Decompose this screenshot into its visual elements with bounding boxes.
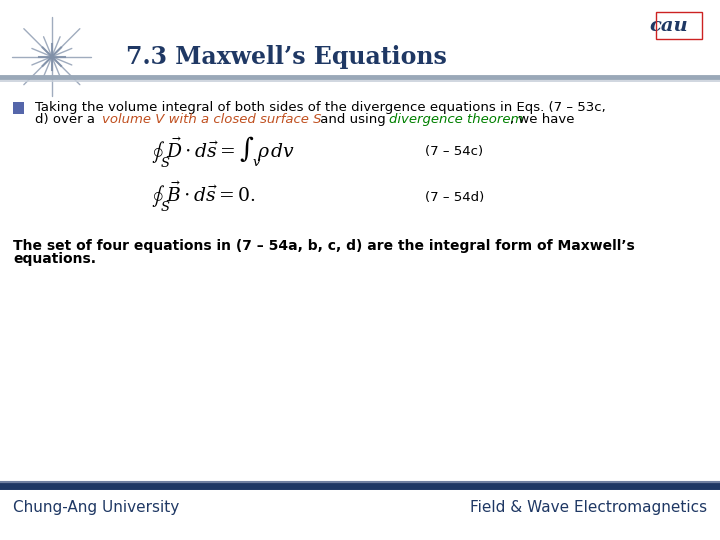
Text: (7 – 54c): (7 – 54c) xyxy=(425,145,483,158)
Text: equations.: equations. xyxy=(13,252,96,266)
Text: Taking the volume integral of both sides of the divergence equations in Eqs. (7 : Taking the volume integral of both sides… xyxy=(35,102,606,114)
Text: $\oint_S \!\vec{D} \cdot d\vec{s} = \int_v \!\rho \, dv$: $\oint_S \!\vec{D} \cdot d\vec{s} = \int… xyxy=(151,134,296,168)
Text: and using: and using xyxy=(316,113,390,126)
Text: 7.3 Maxwell’s Equations: 7.3 Maxwell’s Equations xyxy=(126,45,447,69)
Text: $\oint_S \!\vec{B} \cdot d\vec{s} = 0.$: $\oint_S \!\vec{B} \cdot d\vec{s} = 0.$ xyxy=(151,180,256,214)
Text: The set of four equations in (7 – 54a, b, c, d) are the integral form of Maxwell: The set of four equations in (7 – 54a, b… xyxy=(13,239,635,253)
Text: cau: cau xyxy=(649,17,688,35)
Text: Chung-Ang University: Chung-Ang University xyxy=(13,500,179,515)
Text: (7 – 54d): (7 – 54d) xyxy=(425,191,484,204)
FancyBboxPatch shape xyxy=(13,102,24,114)
Text: volume V with a closed surface S: volume V with a closed surface S xyxy=(102,113,321,126)
Text: divergence theorem: divergence theorem xyxy=(390,113,524,126)
Text: Field & Wave Electromagnetics: Field & Wave Electromagnetics xyxy=(470,500,707,515)
Text: d) over a: d) over a xyxy=(35,113,99,126)
Text: , we have: , we have xyxy=(510,113,575,126)
